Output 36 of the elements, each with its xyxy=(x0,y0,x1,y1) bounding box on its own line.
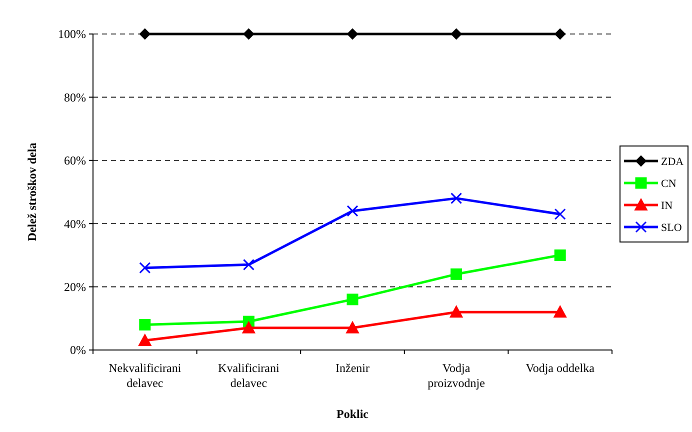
y-tick-label: 100% xyxy=(58,27,86,42)
point xyxy=(450,268,462,280)
x-tick-label: Nekvalificirani delavec xyxy=(108,361,182,390)
y-tick-label: 60% xyxy=(64,154,86,168)
legend-label: IN xyxy=(661,200,673,212)
point xyxy=(138,334,152,346)
y-tick-label: 0% xyxy=(70,343,86,358)
y-axis-title: Delež stroškov dela xyxy=(25,142,39,242)
point xyxy=(554,208,566,220)
point xyxy=(450,28,462,40)
y-tick-label: 80% xyxy=(64,90,86,104)
point xyxy=(347,28,358,40)
point xyxy=(450,192,462,204)
legend-label: SLO xyxy=(661,222,682,234)
point xyxy=(554,306,567,318)
point xyxy=(139,28,150,40)
x-tick-label: Vodja oddelka xyxy=(526,361,596,375)
legend-label: CN xyxy=(661,178,676,190)
x-tick-label: Kvalificirani delavec xyxy=(218,361,280,390)
point xyxy=(346,321,359,334)
x-tick-label: Vodja proizvodnje xyxy=(428,361,485,390)
y-tick-label: 20% xyxy=(64,280,86,294)
point xyxy=(346,294,358,306)
y-tick-label: 40% xyxy=(64,216,86,231)
point xyxy=(346,205,358,217)
point xyxy=(139,318,151,330)
point xyxy=(554,249,566,261)
point xyxy=(243,28,254,40)
legend-label: ZDA xyxy=(661,156,684,168)
point xyxy=(242,321,256,334)
point xyxy=(450,306,463,318)
point xyxy=(139,262,151,274)
point xyxy=(554,28,566,40)
x-tick-label: Inženir xyxy=(336,361,370,375)
point xyxy=(242,258,254,270)
x-axis-title: Poklic xyxy=(336,407,370,421)
